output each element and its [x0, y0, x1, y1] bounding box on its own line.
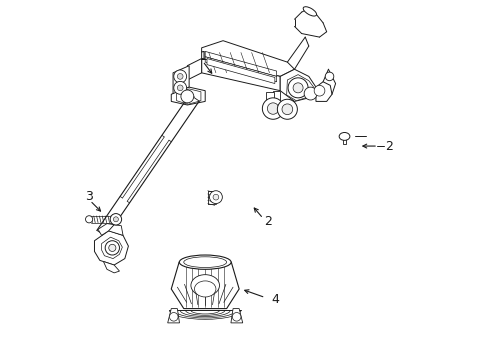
- Text: 2: 2: [263, 215, 271, 228]
- Circle shape: [313, 85, 324, 96]
- Polygon shape: [176, 89, 201, 104]
- Circle shape: [325, 72, 333, 81]
- Polygon shape: [171, 87, 205, 105]
- Circle shape: [209, 191, 222, 203]
- Ellipse shape: [194, 281, 216, 297]
- Circle shape: [287, 78, 307, 98]
- Text: 3: 3: [85, 190, 93, 203]
- Circle shape: [277, 99, 297, 119]
- Polygon shape: [102, 237, 122, 258]
- Polygon shape: [98, 224, 114, 235]
- Polygon shape: [187, 59, 201, 80]
- Polygon shape: [265, 93, 273, 111]
- Ellipse shape: [339, 132, 349, 140]
- Circle shape: [282, 104, 292, 114]
- Circle shape: [213, 194, 218, 200]
- Polygon shape: [230, 309, 242, 323]
- Text: 4: 4: [271, 293, 279, 306]
- Circle shape: [262, 98, 283, 119]
- Polygon shape: [94, 231, 128, 265]
- Circle shape: [267, 103, 278, 114]
- Circle shape: [177, 85, 183, 91]
- Ellipse shape: [179, 255, 231, 269]
- Polygon shape: [206, 59, 274, 84]
- Polygon shape: [343, 136, 345, 144]
- Circle shape: [292, 83, 303, 93]
- Circle shape: [304, 87, 316, 100]
- Polygon shape: [272, 91, 280, 109]
- Circle shape: [232, 312, 241, 321]
- Polygon shape: [173, 66, 189, 94]
- Polygon shape: [167, 309, 179, 323]
- Circle shape: [113, 217, 118, 222]
- Ellipse shape: [183, 257, 226, 267]
- Polygon shape: [280, 69, 315, 102]
- Polygon shape: [171, 262, 239, 309]
- Polygon shape: [315, 82, 331, 102]
- Circle shape: [85, 216, 93, 223]
- Text: 2: 2: [385, 140, 393, 153]
- Circle shape: [177, 73, 183, 79]
- Circle shape: [181, 90, 193, 103]
- Polygon shape: [108, 225, 123, 235]
- Polygon shape: [205, 57, 276, 82]
- Text: 1: 1: [199, 50, 207, 63]
- Polygon shape: [205, 51, 276, 76]
- Circle shape: [173, 81, 186, 94]
- Circle shape: [108, 244, 116, 251]
- Ellipse shape: [303, 7, 316, 16]
- Circle shape: [105, 241, 119, 255]
- Polygon shape: [201, 59, 280, 91]
- Circle shape: [110, 213, 122, 225]
- Polygon shape: [103, 261, 119, 273]
- Ellipse shape: [190, 275, 219, 296]
- Circle shape: [173, 70, 186, 83]
- Polygon shape: [286, 75, 313, 101]
- Polygon shape: [201, 41, 294, 76]
- Circle shape: [169, 312, 178, 321]
